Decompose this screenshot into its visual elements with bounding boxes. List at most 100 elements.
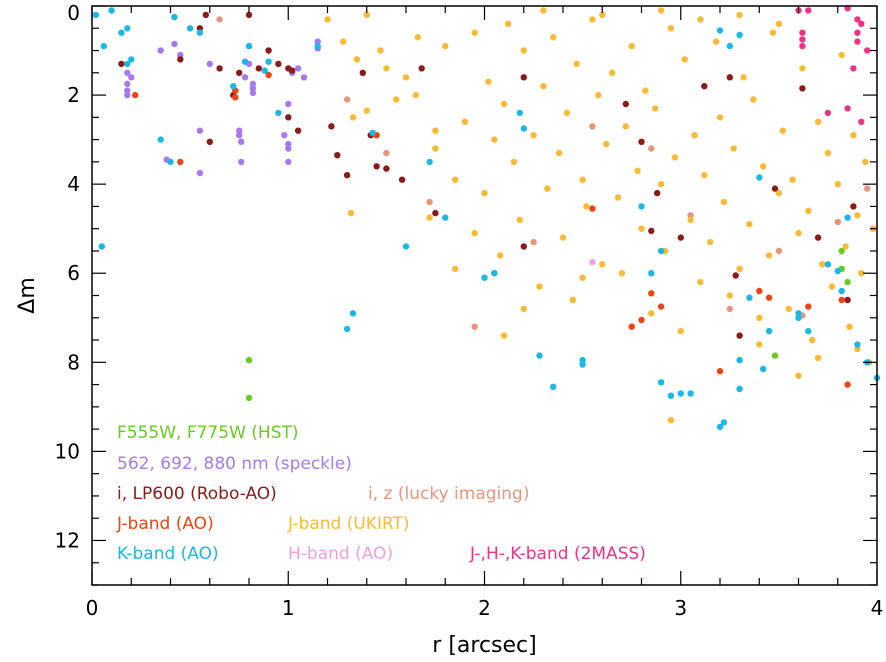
data-point xyxy=(842,243,849,250)
data-point xyxy=(599,261,606,268)
data-point xyxy=(736,265,743,272)
data-point xyxy=(707,238,714,246)
data-point xyxy=(196,25,204,32)
data-point xyxy=(805,303,812,310)
data-point xyxy=(864,47,871,54)
data-point xyxy=(756,287,763,295)
data-point xyxy=(687,212,694,219)
data-point xyxy=(648,145,655,152)
data-point xyxy=(769,29,777,36)
y-tick-label: 8 xyxy=(67,350,80,374)
data-point xyxy=(426,158,433,166)
data-point xyxy=(124,69,131,77)
data-point xyxy=(736,11,743,19)
data-point xyxy=(824,109,832,117)
data-point xyxy=(657,303,665,310)
data-point xyxy=(736,385,743,393)
data-point xyxy=(432,145,439,152)
data-point xyxy=(412,91,419,99)
data-point xyxy=(760,163,767,170)
data-point xyxy=(785,305,792,313)
data-point xyxy=(648,310,655,317)
data-point xyxy=(314,42,321,50)
data-point xyxy=(265,47,272,54)
data-point xyxy=(599,11,606,19)
data-point xyxy=(579,274,586,281)
data-point xyxy=(118,29,125,36)
data-point xyxy=(701,172,708,179)
data-point xyxy=(854,16,861,23)
data-point xyxy=(471,29,478,36)
legend-entry: J-,H-,K-band (2MASS) xyxy=(469,544,646,564)
data-point xyxy=(648,270,655,277)
data-point xyxy=(618,270,626,277)
data-point xyxy=(383,65,390,72)
data-point xyxy=(432,209,439,217)
data-point xyxy=(343,325,351,333)
data-point xyxy=(838,51,845,59)
data-point xyxy=(504,20,512,27)
data-point xyxy=(654,189,661,197)
data-point xyxy=(285,100,292,108)
data-point xyxy=(657,379,665,386)
data-point xyxy=(471,229,478,237)
data-point xyxy=(697,16,704,23)
data-point xyxy=(771,352,779,359)
data-point xyxy=(249,80,257,88)
data-point xyxy=(850,65,857,72)
data-point xyxy=(726,74,733,81)
data-point xyxy=(795,314,802,321)
data-point xyxy=(359,69,366,77)
data-point xyxy=(795,229,802,237)
y-axis-label: Δm xyxy=(15,277,40,313)
data-point xyxy=(838,296,845,304)
data-point xyxy=(765,252,773,259)
data-point xyxy=(563,109,571,117)
data-point xyxy=(844,105,851,112)
data-point xyxy=(628,323,635,330)
legend-entry: i, z (lucky imaging) xyxy=(368,484,529,504)
y-tick-label: 4 xyxy=(67,172,80,196)
data-point xyxy=(393,96,400,103)
data-point xyxy=(862,158,869,166)
data-point xyxy=(756,314,763,321)
data-point xyxy=(750,96,757,103)
data-point xyxy=(230,83,237,90)
data-point xyxy=(196,127,204,134)
data-point xyxy=(814,354,822,362)
data-point xyxy=(285,158,292,166)
data-point xyxy=(746,221,753,228)
data-point xyxy=(236,132,243,139)
data-point xyxy=(834,267,841,275)
data-point xyxy=(132,91,139,99)
data-point xyxy=(383,165,390,172)
data-point xyxy=(418,65,425,72)
data-point xyxy=(177,56,184,63)
y-tick-label: 2 xyxy=(67,83,80,107)
data-point xyxy=(589,123,596,130)
data-point xyxy=(775,20,783,27)
data-point xyxy=(289,67,296,74)
data-point xyxy=(687,216,694,223)
legend-entry: 562, 692, 880 nm (speckle) xyxy=(117,454,352,474)
data-point xyxy=(716,27,724,34)
data-point xyxy=(491,136,498,143)
data-point xyxy=(850,203,857,210)
data-point xyxy=(398,176,406,183)
data-point xyxy=(206,60,213,68)
data-point xyxy=(275,109,282,117)
data-point xyxy=(232,94,239,101)
data-point xyxy=(285,114,292,121)
data-point xyxy=(638,225,645,232)
data-point xyxy=(805,327,812,335)
data-point xyxy=(805,207,812,215)
data-point xyxy=(834,218,841,226)
data-point xyxy=(634,167,641,174)
data-point xyxy=(461,118,469,126)
data-point xyxy=(667,417,675,424)
data-point xyxy=(858,118,865,126)
data-point xyxy=(657,7,665,14)
data-point xyxy=(349,310,357,317)
data-points xyxy=(92,5,881,431)
